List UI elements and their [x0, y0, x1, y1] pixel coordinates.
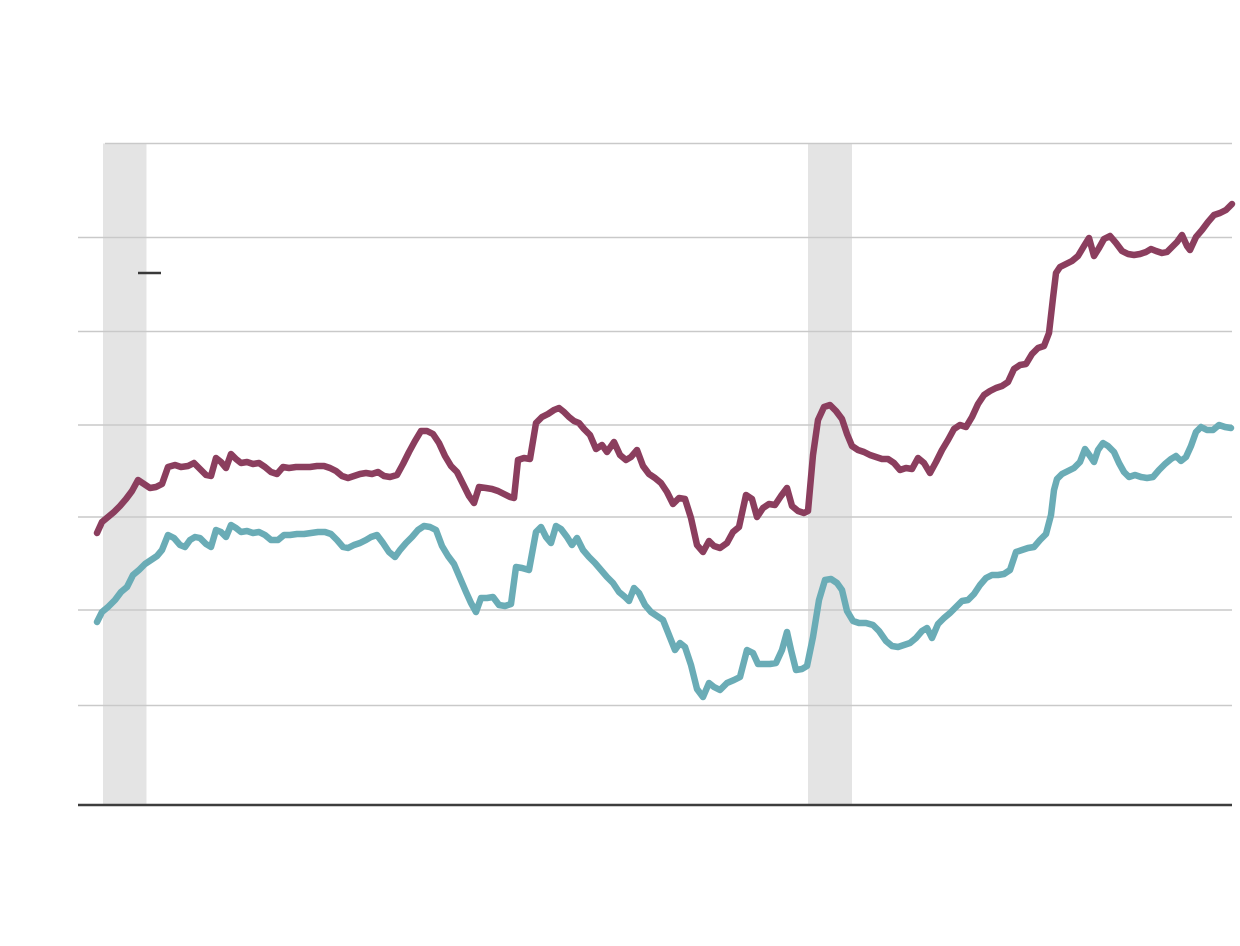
teal-line	[93, 421, 1235, 701]
shaded-band-1	[103, 143, 147, 805]
gridlines-layer	[78, 142, 1232, 707]
shaded-bands-layer	[103, 143, 852, 805]
shaded-band-2	[808, 143, 852, 805]
series-layer	[93, 200, 1236, 701]
dark-red-line	[93, 200, 1236, 556]
